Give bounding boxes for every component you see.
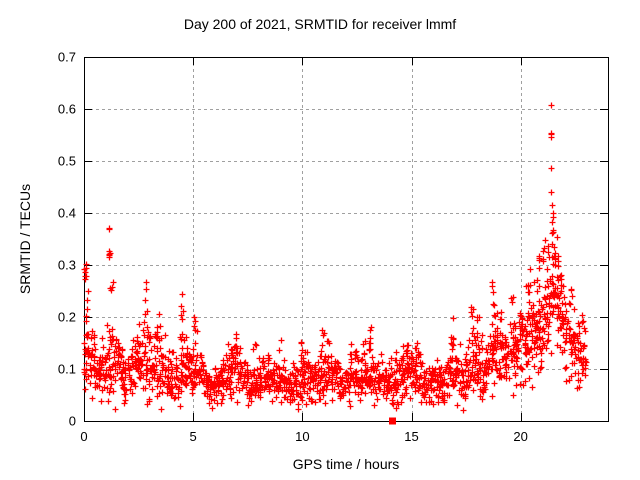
y-tick-label: 0.4 (57, 205, 76, 221)
scatter-points (81, 102, 590, 414)
y-tick-label: 0.3 (57, 257, 76, 273)
y-tick-label: 0.6 (57, 101, 76, 117)
y-tick-label: 0 (68, 413, 76, 429)
x-tick-label: 5 (189, 429, 197, 444)
special-square-marker (389, 417, 397, 425)
x-axis-label: GPS time / hours (292, 456, 400, 472)
x-tick-label: 0 (80, 429, 88, 444)
y-tick-label: 0.1 (57, 361, 76, 377)
y-tick-label: 0.2 (57, 309, 76, 325)
y-tick-label: 0.5 (57, 153, 76, 169)
x-tick-label: 10 (295, 429, 310, 444)
chart-title: Day 200 of 2021, SRMTID for receiver lmm… (183, 16, 457, 32)
x-tick-label: 20 (513, 429, 528, 444)
x-tick-label: 15 (404, 429, 419, 444)
y-tick-label: 0.7 (57, 49, 76, 65)
